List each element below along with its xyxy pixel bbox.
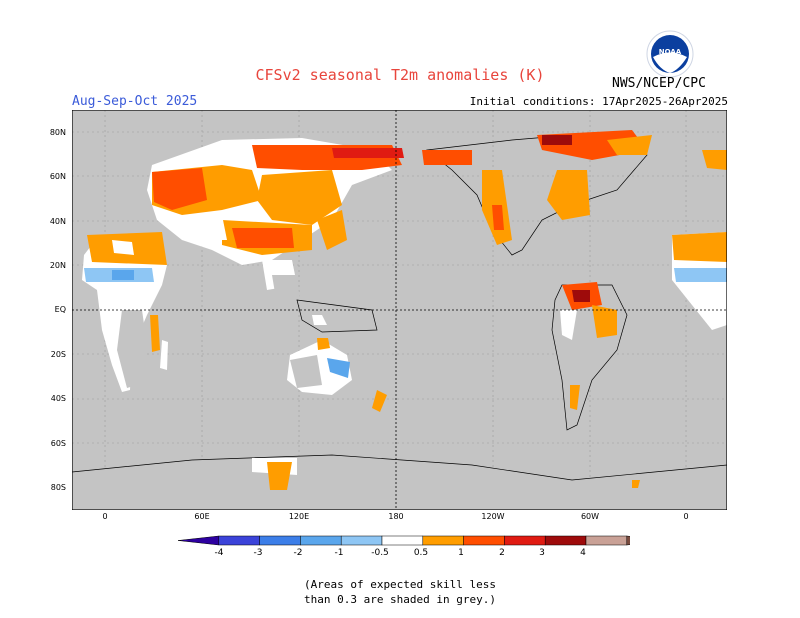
lon-label: 0 xyxy=(683,512,689,521)
colorbar-swatch xyxy=(177,535,220,546)
skill-note-line-1: (Areas of expected skill less xyxy=(303,578,497,591)
colorbar-swatches xyxy=(177,535,630,546)
colorbar xyxy=(177,535,630,546)
colorbar-swatch xyxy=(381,535,424,546)
world-anomaly-map xyxy=(72,110,727,510)
initial-conditions-label: Initial conditions: 17Apr2025-26Apr2025 xyxy=(469,95,728,108)
colorbar-swatch xyxy=(218,535,260,546)
skill-note: (Areas of expected skill less than 0.3 a… xyxy=(0,577,800,607)
colorbar-label: -3 xyxy=(253,548,263,558)
colorbar-label: 4 xyxy=(580,548,586,558)
colorbar-swatch xyxy=(422,535,464,546)
lon-label: 180 xyxy=(388,512,404,521)
colorbar-swatch xyxy=(340,535,383,546)
lon-label: 0 xyxy=(102,512,108,521)
colorbar-label: -2 xyxy=(293,548,303,558)
lat-label: 40N xyxy=(49,217,66,226)
lon-label: 120W xyxy=(481,512,505,521)
colorbar-swatch xyxy=(626,535,630,546)
lat-label: 20S xyxy=(50,350,66,359)
season-label: Aug-Sep-Oct 2025 xyxy=(72,94,198,109)
lat-label: 20N xyxy=(49,261,66,270)
lon-label: 120E xyxy=(288,512,310,521)
skill-note-line-2: than 0.3 are shaded in grey.) xyxy=(303,593,497,606)
lon-label: 60W xyxy=(580,512,600,521)
colorbar-label: -0.5 xyxy=(371,548,389,558)
chart-title: CFSv2 seasonal T2m anomalies (K) xyxy=(255,66,545,84)
lat-label: EQ xyxy=(54,305,66,314)
logo-text: NOAA xyxy=(659,48,682,56)
region-maritime-continent xyxy=(296,299,378,333)
colorbar-label: 1 xyxy=(458,548,464,558)
lat-label: 40S xyxy=(50,394,66,403)
region-australia xyxy=(287,338,387,412)
colorbar-swatch xyxy=(463,535,505,546)
region-africa-wrap xyxy=(672,150,727,330)
region-antarctica xyxy=(72,454,727,510)
colorbar-swatch xyxy=(544,535,587,546)
region-africa-europe xyxy=(82,232,168,392)
colorbar-label: 0.5 xyxy=(413,548,429,558)
region-north-america xyxy=(422,130,652,256)
lat-label: 80N xyxy=(49,128,66,137)
lat-label: 80S xyxy=(50,483,66,492)
lat-label: 60S xyxy=(50,439,66,448)
region-south-america xyxy=(551,282,628,431)
colorbar-swatch xyxy=(585,535,628,546)
colorbar-label: -1 xyxy=(334,548,344,558)
lat-label: 60N xyxy=(49,172,66,181)
colorbar-label: 2 xyxy=(499,548,505,558)
region-eurasia xyxy=(147,138,404,310)
colorbar-swatch xyxy=(259,535,301,546)
agency-label: NWS/NCEP/CPC xyxy=(612,76,706,91)
colorbar-label: -4 xyxy=(214,548,224,558)
noaa-logo-icon: NOAA xyxy=(646,30,694,78)
colorbar-label: 3 xyxy=(539,548,545,558)
lon-label: 60E xyxy=(194,512,210,521)
colorbar-swatch xyxy=(300,535,342,546)
colorbar-swatch xyxy=(504,535,546,546)
